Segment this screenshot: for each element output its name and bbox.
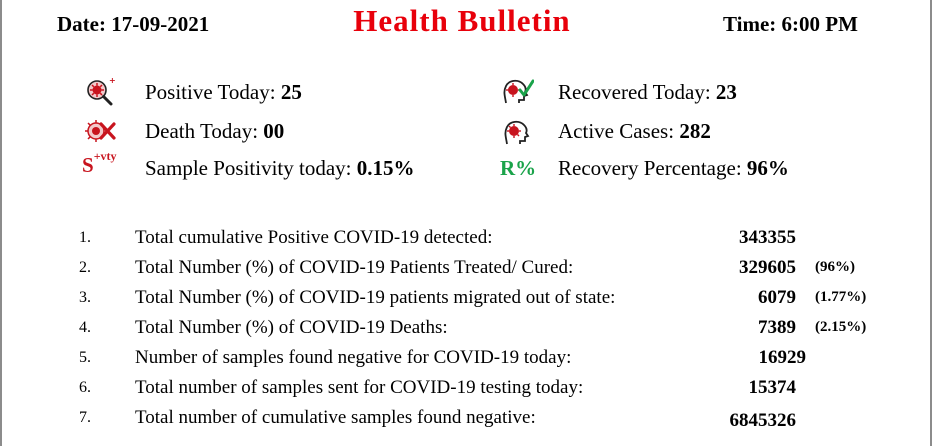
row-percentage: (1.77%) — [815, 289, 867, 305]
recovered-today: Recovered Today: 23 — [558, 80, 737, 105]
row-value: 7389 — [758, 317, 796, 338]
bulletin-date: Date: 17-09-2021 — [57, 12, 210, 36]
death-today-value: 00 — [263, 119, 285, 143]
recovered-today-value: 23 — [715, 80, 737, 104]
row-value: 329605 — [739, 257, 796, 278]
recovered-head-icon — [503, 79, 534, 104]
row-value: 343355 — [739, 227, 796, 248]
recovery-percentage-icon: R% — [500, 156, 537, 180]
row-number: 4. — [79, 319, 91, 336]
recovered-today-label: Recovered Today: — [558, 80, 716, 104]
death-today-label: Death Today: — [145, 119, 264, 143]
row-label: Total number of cumulative samples found… — [135, 407, 536, 428]
row-percentage: (96%) — [815, 259, 855, 275]
active-cases-label: Active Cases: — [558, 119, 680, 143]
row-label: Total number of samples sent for COVID-1… — [135, 377, 584, 398]
row-number: 1. — [79, 229, 91, 246]
row-label: Total Number (%) of COVID-19 Patients Tr… — [135, 257, 574, 278]
virus-head-icon — [504, 120, 530, 145]
recovery-percentage-value: 96% — [746, 156, 789, 180]
row-number: 6. — [79, 379, 91, 396]
row-percentage: (2.15%) — [815, 319, 867, 335]
sample-positivity-label: Sample Positivity today: — [145, 156, 357, 180]
row-number: 2. — [79, 259, 91, 276]
positive-today-label: Positive Today: — [145, 80, 281, 104]
row-label: Number of samples found negative for COV… — [135, 347, 572, 368]
row-label: Total Number (%) of COVID-19 patients mi… — [135, 287, 616, 308]
active-cases: Active Cases: 282 — [558, 119, 711, 144]
positive-today: Positive Today: 25 — [145, 80, 302, 105]
sample-positivity-icon-sup: +vty — [93, 149, 117, 163]
row-label: Total Number (%) of COVID-19 Deaths: — [135, 317, 448, 338]
svg-text:+: + — [109, 76, 116, 85]
sample-positivity-value: 0.15% — [356, 156, 415, 180]
bulletin-time: Time: 6:00 PM — [723, 12, 858, 36]
row-value: 16929 — [758, 347, 807, 368]
row-number: 5. — [79, 349, 91, 366]
row-label: Total cumulative Positive COVID-19 detec… — [135, 227, 493, 248]
sample-positivity: Sample Positivity today: 0.15% — [145, 156, 415, 181]
death-today: Death Today: 00 — [145, 119, 284, 144]
bulletin-title: Health Bulletin — [0, 3, 934, 39]
row-number: 3. — [79, 289, 91, 306]
row-value: 6079 — [758, 287, 796, 308]
row-value: 6845326 — [729, 410, 797, 431]
virus-search-icon: + — [87, 76, 116, 106]
active-cases-value: 282 — [679, 119, 711, 143]
bulletin-title-text: Health Bulletin — [353, 3, 571, 38]
row-number: 7. — [79, 409, 91, 426]
sample-positivity-icon-letter: S — [82, 153, 94, 177]
row-value: 15374 — [748, 377, 797, 398]
sample-positivity-icon: S+vty — [82, 149, 117, 178]
positive-today-value: 25 — [280, 80, 302, 104]
recovery-percentage: Recovery Percentage: 96% — [558, 156, 789, 181]
virus-cross-icon — [85, 120, 116, 142]
recovery-percentage-label: Recovery Percentage: — [558, 156, 747, 180]
